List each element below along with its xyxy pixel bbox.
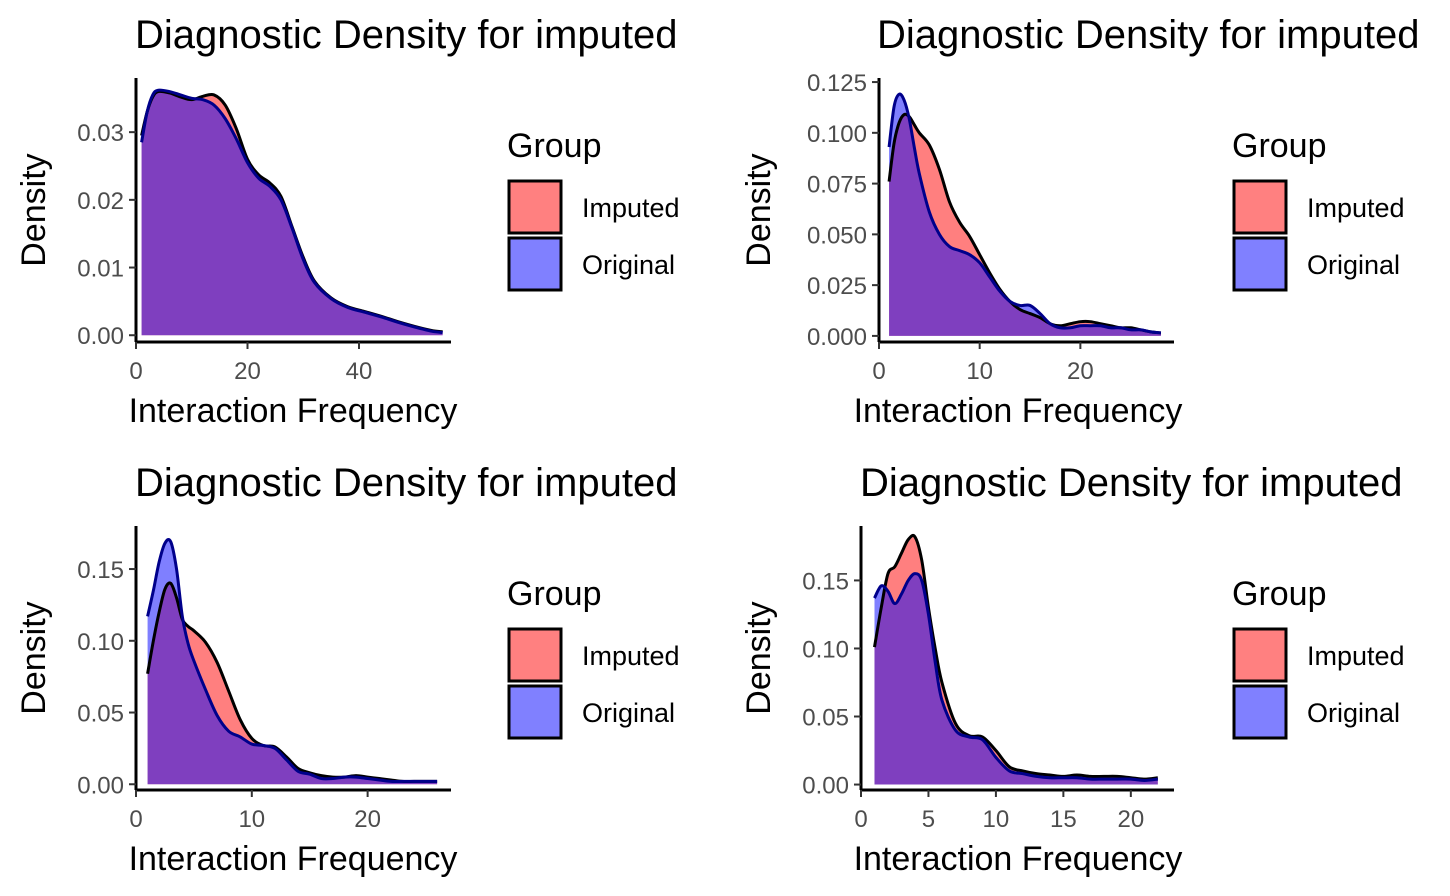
chart-title: Diagnostic Density for imputed [877, 13, 1419, 57]
legend-label-original: Original [1307, 698, 1400, 728]
chart-title: Diagnostic Density for imputed [860, 461, 1402, 505]
y-tick-label: 0.15 [802, 568, 849, 595]
y-tick-label: 0.00 [77, 772, 124, 799]
density-line-original [140, 88, 443, 335]
density-panel-3: Diagnostic Density for imputed 0.00 0.05 0.… [0, 448, 725, 896]
legend-title: Group [507, 127, 602, 165]
density-panel-4: Diagnostic Density for imputed 0.00 0.05 0.… [725, 448, 1450, 896]
chart-title: Diagnostic Density for imputed [135, 461, 677, 505]
legend-key-original [1232, 236, 1288, 292]
legend-label-imputed: Imputed [1307, 641, 1405, 671]
density-chart-3: Diagnostic Density for imputed 0.00 0.05 0.… [15, 461, 680, 878]
y-tick-label: 0.000 [807, 324, 867, 351]
legend-key-original [507, 684, 563, 740]
density-area-original [141, 90, 443, 336]
x-tick-label: 15 [1050, 806, 1077, 833]
density-chart-4: Diagnostic Density for imputed 0.00 0.05 0.… [740, 461, 1405, 878]
x-tick-label: 20 [1117, 806, 1144, 833]
density-chart-2: Diagnostic Density for imputed 0.000 0.025… [740, 13, 1419, 430]
legend-label-imputed: Imputed [582, 193, 680, 223]
y-tick-label: 0.15 [77, 557, 124, 584]
x-axis-title: Interaction Frequency [854, 392, 1183, 430]
x-tick-label: 0 [872, 358, 885, 385]
y-tick-label: 0.03 [77, 120, 124, 147]
density-chart-1: Diagnostic Density for imputed 0.00 0.01 0.… [15, 13, 680, 430]
x-axis-title: Interaction Frequency [129, 392, 458, 430]
density-area-original [147, 539, 438, 785]
y-tick-label: 0.100 [807, 121, 867, 148]
density-line-original [887, 92, 1162, 335]
legend-label-original: Original [1307, 250, 1400, 280]
x-tick-label: 20 [234, 358, 261, 385]
y-tick-label: 0.05 [77, 701, 124, 728]
legend-label-original: Original [582, 698, 675, 728]
x-tick-label: 5 [922, 806, 935, 833]
y-tick-label: 0.075 [807, 172, 867, 199]
density-panel-2: Diagnostic Density for imputed 0.000 0.025… [725, 0, 1450, 448]
x-axis-title: Interaction Frequency [129, 840, 458, 878]
legend-key-imputed [507, 627, 563, 683]
x-axis-title: Interaction Frequency [854, 840, 1183, 878]
y-axis-title: Density [740, 153, 778, 266]
y-tick-label: 0.125 [807, 70, 867, 97]
y-tick-label: 0.01 [77, 256, 124, 283]
legend-title: Group [507, 575, 602, 613]
density-area-original [874, 573, 1158, 785]
y-axis-title: Density [15, 601, 53, 714]
legend-key-imputed [1232, 179, 1288, 235]
x-tick-label: 10 [238, 806, 265, 833]
y-tick-label: 0.05 [802, 705, 849, 732]
x-tick-label: 20 [354, 806, 381, 833]
x-tick-label: 0 [129, 806, 142, 833]
legend-key-original [507, 236, 563, 292]
y-tick-label: 0.050 [807, 222, 867, 249]
x-tick-label: 10 [966, 358, 993, 385]
legend-key-original [1232, 684, 1288, 740]
density-line-original [146, 538, 438, 783]
density-panel-1: Diagnostic Density for imputed 0.00 0.01 0.… [0, 0, 725, 448]
y-tick-label: 0.02 [77, 188, 124, 215]
y-tick-label: 0.10 [77, 629, 124, 656]
x-tick-label: 40 [346, 358, 373, 385]
y-tick-label: 0.025 [807, 273, 867, 300]
y-axis-title: Density [740, 601, 778, 714]
legend-title: Group [1232, 575, 1327, 613]
legend-key-imputed [507, 179, 563, 235]
density-line-original [873, 572, 1158, 782]
legend-label-imputed: Imputed [1307, 193, 1405, 223]
y-tick-label: 0.00 [802, 773, 849, 800]
legend-key-imputed [1232, 627, 1288, 683]
y-axis-title: Density [15, 153, 53, 266]
legend-label-original: Original [582, 250, 675, 280]
x-tick-label: 0 [129, 358, 142, 385]
density-area-original [889, 94, 1161, 336]
legend-label-imputed: Imputed [582, 641, 680, 671]
density-line-imputed [873, 533, 1158, 781]
x-tick-label: 0 [854, 806, 867, 833]
y-tick-label: 0.10 [802, 636, 849, 663]
x-tick-label: 10 [983, 806, 1010, 833]
x-tick-label: 20 [1067, 358, 1094, 385]
y-tick-label: 0.00 [77, 323, 124, 350]
legend-title: Group [1232, 127, 1327, 165]
chart-title: Diagnostic Density for imputed [135, 13, 677, 57]
